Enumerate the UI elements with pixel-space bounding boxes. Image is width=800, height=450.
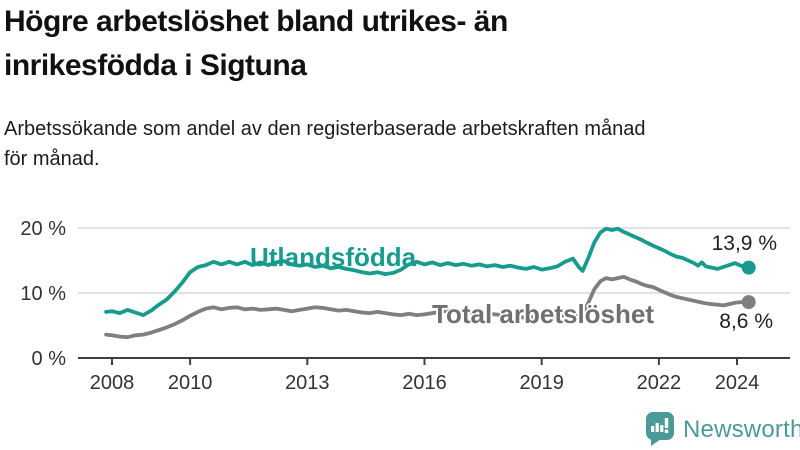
x-tick-label: 2010 <box>168 372 213 394</box>
chart-subtitle: Arbetssökande som andel av den registerb… <box>4 114 646 174</box>
newsworthy-logo: Newsworthy <box>646 412 800 447</box>
end-value-label-total: 8,6 % <box>719 310 773 333</box>
subtitle-line-2: för månad. <box>4 148 100 170</box>
y-tick-label: 20 % <box>20 218 66 240</box>
subtitle-line-1: Arbetssökande som andel av den registerb… <box>4 118 646 140</box>
page-title: Högre arbetslöshet bland utrikes- än inr… <box>4 0 508 88</box>
series-label-utlandsfodda: Utlandsfödda <box>250 242 417 272</box>
end-value-label-utlandsfodda: 13,9 % <box>711 232 777 255</box>
series-line-1 <box>104 274 751 340</box>
y-tick-label: 0 % <box>32 348 67 370</box>
series-end-dot-1 <box>741 295 756 310</box>
x-axis <box>78 357 790 365</box>
title-line-2: inrikesfödda i Sigtuna <box>4 49 307 82</box>
axis-tick-labels: 0 % 10 % 20 % 2008 2010 2013 2016 2019 2022 2024 <box>20 218 759 394</box>
x-tick-label: 2016 <box>402 372 447 394</box>
newsworthy-wordmark: Newsworthy <box>683 415 800 443</box>
title-line-1: Högre arbetslöshet bland utrikes- än <box>4 5 508 38</box>
series-label-total-arbetsloshet: Total arbetslöshet <box>432 299 655 329</box>
series-end-dot-0 <box>741 260 756 275</box>
x-tick-label: 2013 <box>285 372 330 394</box>
gridlines <box>78 227 790 294</box>
data-series-lines <box>104 226 756 340</box>
x-tick-label: 2008 <box>90 372 135 394</box>
x-tick-label: 2019 <box>519 372 564 394</box>
x-tick-label: 2022 <box>637 372 682 394</box>
y-tick-label: 10 % <box>20 283 66 305</box>
x-tick-label: 2024 <box>715 372 760 394</box>
series-line-0 <box>104 226 751 318</box>
newsworthy-speech-bubble-icon <box>646 412 674 446</box>
